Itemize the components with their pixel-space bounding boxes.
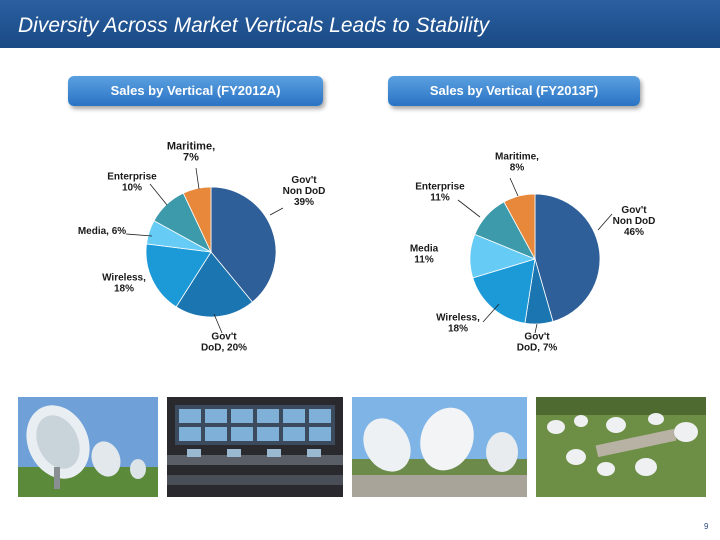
pie2-label-govt-dod: Gov't DoD, 7%	[517, 332, 558, 354]
pie1-label-enterprise: Enterprise 10%	[107, 172, 157, 194]
teleport-aerial-photo	[536, 397, 706, 497]
pie2-leader-govt-non-dod	[597, 213, 613, 231]
pie2-leader-maritime	[509, 177, 519, 197]
teleport-dishes-photo	[352, 397, 527, 497]
chart-title-fy2013: Sales by Vertical (FY2013F)	[388, 76, 640, 106]
pie2-label-wireless: Wireless, 18%	[436, 313, 480, 335]
network-operations-center-photo	[167, 397, 343, 497]
pie2-leader-govt-dod	[534, 323, 538, 334]
title-bar: Diversity Across Market Verticals Leads …	[0, 0, 720, 48]
pie2-slice-wireless	[472, 258, 536, 324]
slide-title: Diversity Across Market Verticals Leads …	[18, 14, 490, 37]
pie1-label-media: Media, 6%	[78, 226, 126, 237]
pie2-label-media: Media 11%	[410, 244, 439, 266]
pie1-label-govt-dod: Gov't DoD, 20%	[201, 332, 247, 354]
pie2-slice-maritime	[503, 193, 536, 260]
pie2-label-maritime: Maritime, 8%	[495, 152, 539, 174]
pie1-leader-govt-non-dod	[269, 207, 284, 216]
pie2-label-govt-non-dod: Gov't Non DoD 46%	[613, 205, 656, 238]
pie2-slice-govt-non-dod	[534, 193, 601, 322]
pie1-leader-maritime	[195, 167, 200, 190]
satellite-dish-field-photo	[18, 397, 158, 497]
pie1-slice-maritime	[182, 186, 212, 253]
page-number: 9	[704, 522, 709, 531]
pie2-leader-enterprise	[457, 199, 481, 218]
pie1-label-govt-non-dod: Gov't Non DoD 39%	[283, 175, 326, 208]
pie1-slice-wireless	[145, 243, 212, 308]
pie1-label-maritime: Maritime, 7%	[167, 141, 215, 164]
pie2-label-enterprise: Enterprise 11%	[415, 182, 465, 204]
pie2-leader-wireless	[482, 303, 500, 323]
pie1-label-wireless: Wireless, 18%	[102, 273, 146, 295]
pie1-leader-enterprise	[149, 183, 168, 206]
pie1-leader-govt-dod	[213, 313, 223, 334]
pie1-leader-media	[125, 233, 153, 237]
pie1-slice-govt-non-dod	[210, 186, 277, 303]
pie-charts: Gov't Non DoD 39% Gov't DoD, 20% Wireless, 18%…	[78, 141, 656, 354]
chart-title-fy2012: Sales by Vertical (FY2012A)	[68, 76, 323, 106]
